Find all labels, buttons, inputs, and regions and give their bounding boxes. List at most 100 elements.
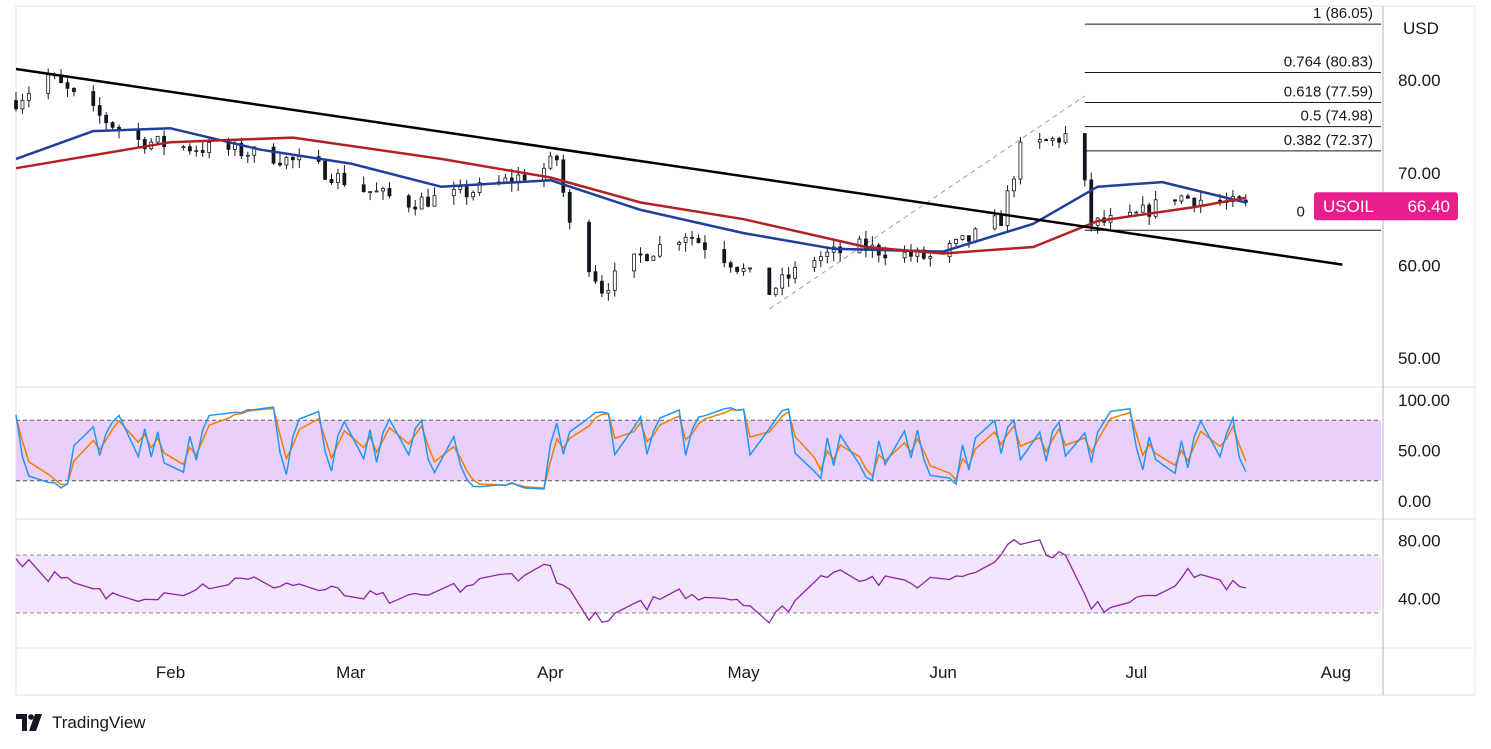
candle-body [902, 251, 907, 259]
currency-label: USD [1403, 19, 1439, 38]
candle-body [786, 274, 791, 279]
candle-body [883, 254, 888, 259]
fibonacci-labels: 1 (86.05) 0.764 (80.83) 0.618 (77.59) 0.5 (… [1284, 5, 1373, 220]
candle-body [413, 206, 418, 210]
candle-body [20, 99, 25, 110]
candle-body [773, 287, 778, 295]
candle-body [567, 191, 572, 223]
fib-label-0: 1 (86.05) [1313, 5, 1373, 22]
candle-body [451, 189, 456, 197]
candle-body [374, 190, 379, 193]
candle-body [477, 182, 482, 193]
candle-body [767, 267, 772, 295]
candle-body [432, 195, 437, 207]
candle-body [954, 239, 958, 244]
fibonacci-levels [1084, 23, 1381, 231]
candle-body [548, 155, 553, 169]
price-tick-label: 80.00 [1398, 71, 1441, 90]
stochastic-k-line [15, 406, 1247, 490]
candle-body [1134, 211, 1139, 214]
month-label: Jun [929, 663, 956, 682]
fib-label-2: 0.618 (77.59) [1284, 83, 1373, 100]
stochastic-tick-label: 0.00 [1398, 492, 1431, 511]
rsi-line [15, 538, 1246, 624]
last-price-label: 66.40 [1407, 197, 1450, 216]
candle-body [812, 260, 817, 268]
candle-body [110, 122, 115, 128]
candle-body [1050, 138, 1055, 142]
stochastic-d-line [15, 407, 1247, 489]
candle-body [722, 249, 727, 264]
candle-body [336, 172, 340, 184]
candle-body [651, 255, 656, 262]
candle-body [1005, 190, 1010, 226]
candle-body [46, 74, 51, 94]
rsi-tick-label: 40.00 [1398, 590, 1441, 609]
candle-body [741, 268, 746, 272]
candle-body [136, 129, 141, 140]
rsi-tick-label: 80.00 [1398, 532, 1441, 551]
price-tick-label: 50.00 [1398, 349, 1441, 368]
candle-body [72, 87, 76, 92]
fib-label-4: 0.382 (72.37) [1284, 132, 1373, 149]
candle-body [690, 236, 694, 239]
candle-body [239, 142, 244, 157]
candle-body [561, 159, 566, 193]
candle-body [419, 196, 424, 210]
candle-body [928, 256, 933, 259]
candle-body [522, 174, 527, 181]
fib-label-1: 0.764 (80.83) [1284, 53, 1373, 70]
moving-averages [15, 127, 1247, 255]
candle-body [1153, 199, 1158, 217]
month-label: Aug [1321, 663, 1351, 682]
candle-body [612, 270, 617, 291]
candle-body [1192, 197, 1197, 207]
candle-body [1127, 211, 1132, 216]
candle-body [1057, 138, 1061, 143]
candle-body [323, 160, 327, 180]
candle-body [992, 215, 997, 230]
candle-body [387, 187, 392, 197]
candle-body [65, 82, 70, 89]
candle-body [381, 187, 385, 192]
stochastic-tick-label: 100.00 [1398, 391, 1450, 410]
candle-body [426, 196, 430, 207]
candle-body [14, 100, 18, 110]
moving-average-2 [15, 136, 1247, 255]
candle-body [657, 244, 662, 257]
candle-body [406, 195, 411, 208]
month-label: May [728, 663, 761, 682]
stochastic-band-fill [16, 420, 1381, 481]
candle-body [155, 135, 160, 143]
candle-body [162, 135, 166, 148]
candle-body [600, 280, 604, 294]
stochastic-band [16, 419, 1381, 482]
candle-body [1179, 195, 1184, 202]
candle-body [973, 228, 978, 242]
candle-body [181, 146, 186, 149]
candle-body [329, 179, 334, 184]
candle-body [342, 172, 347, 186]
candle-body [554, 155, 559, 161]
stochastic-tick-label: 50.00 [1398, 442, 1441, 461]
moving-average-1 [15, 127, 1247, 253]
last-price-tag: USOIL 66.40 [1314, 192, 1458, 221]
rsi-band [16, 554, 1381, 614]
brand-logo: TradingView [16, 710, 146, 736]
candle-body [960, 235, 965, 240]
candle-body [297, 156, 302, 161]
candle-body [606, 289, 611, 294]
candle-body [638, 253, 643, 256]
candle-body [999, 215, 1004, 226]
candle-body [728, 262, 733, 268]
candle-body [1082, 133, 1087, 181]
candle-body [1173, 199, 1177, 202]
candle-body [542, 167, 546, 181]
candle-body [104, 114, 109, 124]
axes: USD 80.00 70.00 60.00 50.00 100.00 50.00 0.00 80… [156, 19, 1450, 682]
candle-body [793, 266, 797, 279]
rsi-line [15, 538, 1246, 624]
candle-body [187, 146, 192, 152]
rsi-band-fill [16, 555, 1381, 613]
